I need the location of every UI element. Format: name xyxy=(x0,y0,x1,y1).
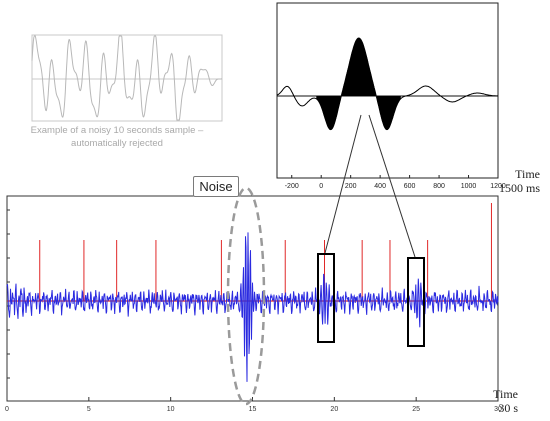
averaged-response-frame xyxy=(276,2,499,179)
avg-x-tick-label: 200 xyxy=(345,183,357,190)
main-x-tick-label: 5 xyxy=(87,406,91,413)
connector-line-left xyxy=(324,114,362,254)
main-x-tick-label: 0 xyxy=(5,406,9,413)
rejected-sample-caption-line1: Example of a noisy 10 seconds sample – xyxy=(30,125,204,136)
selected-epoch-box-1 xyxy=(317,253,335,343)
rejected-sample-trace xyxy=(31,35,223,121)
avg-x-tick-label: 800 xyxy=(433,183,445,190)
rejected-sample-caption: Example of a noisy 10 seconds sample – a… xyxy=(22,124,212,150)
main-x-tick-label: 25 xyxy=(412,406,420,413)
main-x-tick-label: 20 xyxy=(330,406,338,413)
noise-label: Noise xyxy=(193,176,239,197)
main-trace-plot: 0 5 10 15 20 25 30 xyxy=(5,195,502,413)
main-trace-time-unit: 30 s xyxy=(498,401,518,415)
connector-line-right xyxy=(368,114,416,258)
avg-x-tick-label: -200 xyxy=(285,183,299,190)
rejected-sample-caption-line2: automatically rejected xyxy=(71,138,163,149)
rejected-sample-plot xyxy=(31,34,223,122)
noise-ellipse xyxy=(226,186,266,406)
main-x-tick-label: 30 xyxy=(494,406,502,413)
main-trace-x-axis: 0 5 10 15 20 25 30 xyxy=(5,397,502,413)
main-trace-time-title: Time xyxy=(493,387,518,401)
averaged-response-hatch xyxy=(316,38,401,130)
averaged-response-curve xyxy=(276,37,498,131)
main-trace-signal xyxy=(6,232,499,382)
selected-epoch-box-2 xyxy=(407,257,425,347)
averaged-response-plot: -200 0 200 400 600 800 1000 1200 xyxy=(276,2,506,190)
avg-x-tick-label: 0 xyxy=(319,183,323,190)
rejected-sample-frame xyxy=(31,34,223,122)
avg-x-tick-label: 1000 xyxy=(461,183,477,190)
main-x-tick-label: 10 xyxy=(167,406,175,413)
avg-x-tick-label: 1200 xyxy=(490,183,506,190)
averaged-response-time-title: Time xyxy=(515,167,540,181)
main-x-tick-label: 15 xyxy=(249,406,257,413)
averaged-response-axis-title: Time 1500 ms xyxy=(478,167,540,195)
avg-x-tick-label: 600 xyxy=(404,183,416,190)
avg-x-tick-label: 400 xyxy=(374,183,386,190)
averaged-response-time-unit: 1500 ms xyxy=(498,181,540,195)
main-trace-axis-title: Time 30 s xyxy=(480,387,518,415)
averaged-response-x-axis: -200 0 200 400 600 800 1000 1200 xyxy=(285,175,506,190)
stimulus-markers xyxy=(39,203,492,301)
